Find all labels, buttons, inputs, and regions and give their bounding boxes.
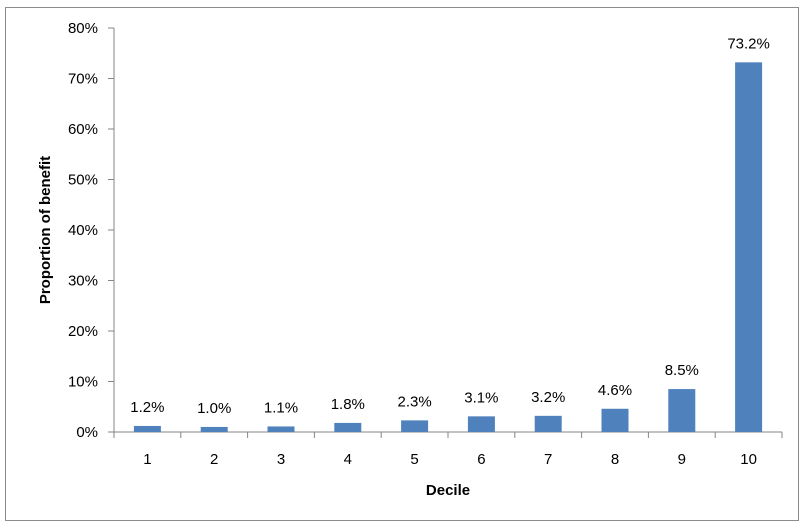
bar	[334, 422, 362, 432]
data-label: 3.2%	[531, 389, 565, 406]
x-axis: 1 2 3 4 5 6 7 8 9 10	[113, 431, 783, 468]
bar	[668, 389, 696, 432]
data-label: 2.3%	[397, 393, 431, 410]
data-labels: 1.2% 1.0% 1.1% 1.8% 2.3% 3.1% 3.2% 4.6% 8.5% 73.2…	[130, 35, 770, 417]
bar	[601, 408, 629, 432]
data-label: 1.0%	[197, 400, 231, 417]
chart-frame	[5, 7, 799, 521]
x-tick-label: 8	[611, 451, 619, 468]
x-tick-label: 7	[544, 451, 552, 468]
y-tick-label: 40%	[68, 222, 98, 239]
bar	[467, 416, 495, 432]
data-label: 1.8%	[331, 396, 365, 413]
y-tick-label: 50%	[68, 172, 98, 189]
bar	[534, 415, 562, 432]
bar	[735, 62, 763, 433]
data-label: 1.1%	[264, 399, 298, 416]
x-tick-label: 5	[410, 451, 418, 468]
y-tick-label: 0%	[76, 424, 98, 441]
x-tick-label: 1	[143, 451, 151, 468]
y-tick-label: 10%	[68, 374, 98, 391]
y-tick-label: 60%	[68, 121, 98, 138]
data-label: 1.2%	[130, 399, 164, 416]
y-tick-label: 80%	[68, 20, 98, 37]
x-tick-label: 10	[740, 451, 757, 468]
x-tick-label: 9	[678, 451, 686, 468]
data-label: 73.2%	[727, 35, 770, 52]
bar	[200, 426, 228, 432]
bars	[133, 62, 763, 433]
bar	[133, 425, 161, 432]
x-tick-label: 6	[477, 451, 485, 468]
data-label: 3.1%	[464, 389, 498, 406]
y-tick-label: 70%	[68, 71, 98, 88]
x-tick-label: 2	[210, 451, 218, 468]
y-tick-label: 30%	[68, 273, 98, 290]
x-tick-label: 3	[277, 451, 285, 468]
y-tick-label: 20%	[68, 323, 98, 340]
x-tick-label: 4	[344, 451, 352, 468]
data-label: 4.6%	[598, 382, 632, 399]
data-label: 8.5%	[665, 362, 699, 379]
y-axis: 0% 10% 20% 30% 40% 50% 60% 70% 80%	[68, 20, 115, 441]
y-axis-title: Proportion of benefit	[37, 156, 54, 304]
bar	[401, 420, 429, 432]
x-axis-title: Decile	[426, 482, 470, 499]
bar	[267, 426, 295, 432]
